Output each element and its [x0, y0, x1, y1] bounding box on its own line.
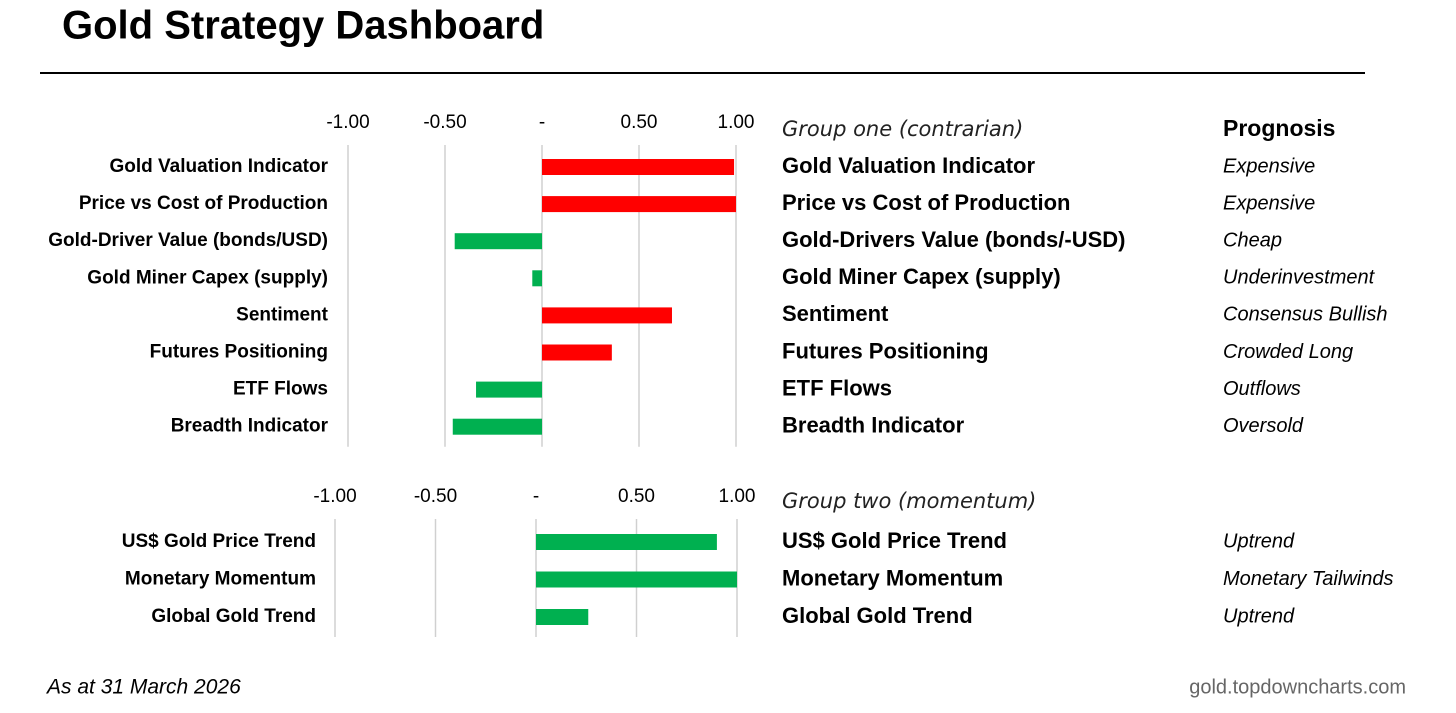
- bar: [542, 307, 672, 324]
- indicator-name: Gold-Drivers Value (bonds/-USD): [782, 227, 1126, 252]
- group-title: Group two (momentum): [782, 489, 1036, 513]
- indicator-name: Global Gold Trend: [782, 603, 973, 628]
- category-label: Monetary Momentum: [125, 569, 316, 590]
- prognosis: Consensus Bullish: [1223, 304, 1388, 326]
- bar: [532, 270, 542, 287]
- prognosis: Underinvestment: [1223, 267, 1376, 289]
- category-label: Sentiment: [236, 304, 329, 325]
- as-at-date: As at 31 March 2026: [45, 676, 241, 699]
- indicator-name: Gold Miner Capex (supply): [782, 264, 1061, 289]
- category-label: Gold Miner Capex (supply): [87, 267, 328, 288]
- indicator-name: Monetary Momentum: [782, 565, 1003, 590]
- bar: [542, 196, 736, 213]
- bar: [536, 609, 589, 625]
- indicator-name: ETF Flows: [782, 375, 892, 400]
- category-label: Breadth Indicator: [171, 416, 329, 437]
- indicator-name: Futures Positioning: [782, 338, 989, 363]
- group-title: Group one (contrarian): [782, 117, 1023, 141]
- bar: [542, 159, 735, 175]
- indicator-name: Price vs Cost of Production: [782, 190, 1071, 215]
- prognosis: Expensive: [1223, 155, 1315, 177]
- source: gold.topdowncharts.com: [1189, 676, 1406, 698]
- x-tick-label: 1.00: [718, 112, 755, 133]
- prognosis: Uptrend: [1223, 530, 1295, 552]
- prognosis: Cheap: [1223, 229, 1282, 251]
- category-label: Gold-Driver Value (bonds/USD): [48, 230, 328, 251]
- x-tick-label: -0.50: [414, 486, 457, 507]
- bar: [536, 534, 717, 550]
- page-title: Gold Strategy Dashboard: [62, 4, 544, 48]
- category-label: Global Gold Trend: [151, 606, 316, 627]
- category-label: Futures Positioning: [150, 342, 328, 363]
- indicator-name: Breadth Indicator: [782, 413, 965, 438]
- x-tick-label: 1.00: [719, 486, 756, 507]
- x-tick-label: -: [533, 486, 539, 507]
- indicator-name: US$ Gold Price Trend: [782, 528, 1007, 553]
- prognosis: Crowded Long: [1223, 341, 1353, 363]
- prognosis: Oversold: [1223, 415, 1304, 437]
- bar: [476, 381, 542, 398]
- prognosis: Outflows: [1223, 378, 1301, 400]
- prognosis: Expensive: [1223, 192, 1315, 214]
- bar: [452, 418, 542, 435]
- prognosis: Uptrend: [1223, 605, 1295, 627]
- x-tick-label: -0.50: [423, 112, 466, 133]
- x-tick-label: -1.00: [313, 486, 356, 507]
- bar: [542, 344, 612, 361]
- bar: [536, 571, 737, 588]
- bar: [454, 233, 542, 250]
- category-label: US$ Gold Price Trend: [122, 531, 316, 552]
- x-tick-label: -1.00: [326, 112, 369, 133]
- prognosis-header: Prognosis: [1223, 115, 1335, 141]
- x-tick-label: 0.50: [621, 112, 658, 133]
- indicator-name: Gold Valuation Indicator: [782, 153, 1035, 178]
- category-label: Price vs Cost of Production: [79, 193, 328, 214]
- category-label: ETF Flows: [233, 379, 328, 400]
- x-tick-label: 0.50: [618, 486, 655, 507]
- category-label: Gold Valuation Indicator: [109, 156, 328, 177]
- prognosis: Monetary Tailwinds: [1223, 568, 1393, 590]
- x-tick-label: -: [539, 112, 545, 133]
- indicator-name: Sentiment: [782, 301, 889, 326]
